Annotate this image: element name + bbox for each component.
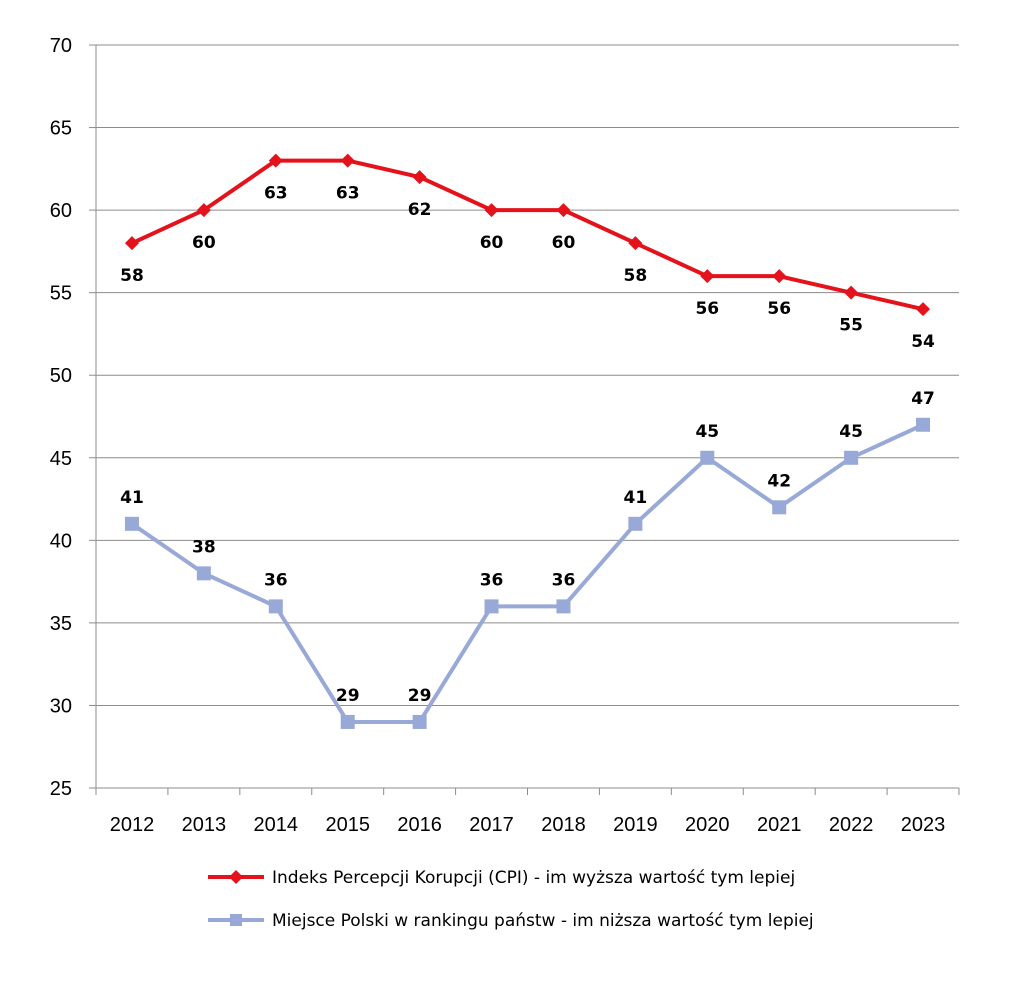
data-point (340, 714, 355, 729)
y-tick-label: 35 (50, 613, 72, 635)
data-label: 63 (336, 184, 360, 204)
data-label: 29 (408, 686, 432, 706)
x-tick-label: 2017 (469, 814, 514, 836)
data-label: 45 (839, 422, 863, 442)
legend-marker-cpi (229, 870, 243, 884)
x-tick-label: 2015 (325, 814, 370, 836)
y-tick-label: 60 (50, 200, 72, 222)
y-tick-label: 65 (50, 118, 72, 140)
legend-entry-cpi: Indeks Percepcji Korupcji (CPI) - im wyż… (208, 868, 795, 888)
axes (95, 45, 959, 789)
data-label: 54 (911, 332, 935, 352)
data-label: 58 (624, 266, 648, 286)
x-axis-ticks: 2012 2013 2014 2015 2016 2017 2018 2019 2020 2021… (95, 788, 960, 836)
data-point (628, 236, 643, 251)
x-tick-label: 2020 (685, 814, 730, 836)
y-tick-label: 70 (50, 35, 72, 57)
data-point (196, 203, 211, 218)
data-label: 56 (767, 299, 791, 319)
data-label: 63 (264, 184, 288, 204)
x-tick-label: 2023 (901, 814, 946, 836)
data-point (844, 450, 859, 465)
data-point (772, 500, 787, 515)
data-point (700, 450, 715, 465)
data-label: 55 (839, 316, 863, 336)
data-point (124, 236, 139, 251)
x-tick-label: 2018 (541, 814, 586, 836)
y-axis-ticks: 25 30 35 40 45 50 55 60 65 70 (50, 35, 96, 800)
gridlines (96, 44, 959, 706)
data-label: 60 (480, 233, 504, 253)
data-label: 42 (767, 471, 791, 491)
data-label: 41 (120, 488, 144, 508)
data-label: 45 (695, 422, 719, 442)
data-point (484, 203, 499, 218)
data-point (412, 170, 427, 185)
data-label: 41 (624, 488, 648, 508)
legend-marker-ranking (230, 914, 242, 926)
x-tick-label: 2013 (182, 814, 227, 836)
data-label: 62 (408, 200, 432, 220)
data-point (556, 203, 571, 218)
x-tick-label: 2014 (254, 814, 299, 836)
legend-label-cpi: Indeks Percepcji Korupcji (CPI) - im wyż… (272, 868, 795, 888)
data-point (916, 302, 931, 317)
y-tick-label: 50 (50, 365, 72, 387)
series-0: 58 60 63 63 62 60 60 58 56 56 55 54 (120, 153, 935, 352)
data-label: 56 (695, 299, 719, 319)
series-1: 41 38 36 29 29 36 36 41 45 42 45 47 (120, 389, 935, 729)
data-label: 36 (480, 570, 504, 590)
data-label: 60 (192, 233, 216, 253)
data-point (700, 269, 715, 284)
y-tick-label: 40 (50, 530, 72, 552)
y-tick-label: 30 (50, 695, 72, 717)
data-point (412, 714, 427, 729)
legend: Indeks Percepcji Korupcji (CPI) - im wyż… (208, 868, 814, 931)
series-line (131, 158, 924, 312)
data-point (340, 153, 355, 168)
data-label: 60 (552, 233, 576, 253)
data-point (628, 516, 643, 531)
data-label: 36 (264, 570, 288, 590)
legend-label-ranking: Miejsce Polski w rankingu państw - im ni… (272, 911, 814, 931)
data-point (844, 285, 859, 300)
data-label: 47 (911, 389, 935, 409)
data-point (268, 153, 283, 168)
data-label: 29 (336, 686, 360, 706)
y-tick-label: 55 (50, 283, 72, 305)
y-tick-label: 45 (50, 448, 72, 470)
data-point (268, 599, 283, 614)
data-point (196, 566, 211, 581)
series-line (130, 422, 924, 724)
y-tick-label: 25 (50, 778, 72, 800)
data-point (484, 599, 499, 614)
data-label: 58 (120, 266, 144, 286)
x-tick-label: 2019 (613, 814, 658, 836)
x-tick-label: 2016 (397, 814, 442, 836)
x-tick-label: 2022 (829, 814, 874, 836)
data-point (556, 599, 571, 614)
x-tick-label: 2021 (757, 814, 802, 836)
data-point (124, 516, 139, 531)
data-label: 36 (552, 570, 576, 590)
legend-entry-ranking: Miejsce Polski w rankingu państw - im ni… (208, 911, 814, 931)
data-point (772, 269, 787, 284)
data-label: 38 (192, 537, 216, 557)
data-point (916, 417, 931, 432)
x-tick-label: 2012 (110, 814, 155, 836)
